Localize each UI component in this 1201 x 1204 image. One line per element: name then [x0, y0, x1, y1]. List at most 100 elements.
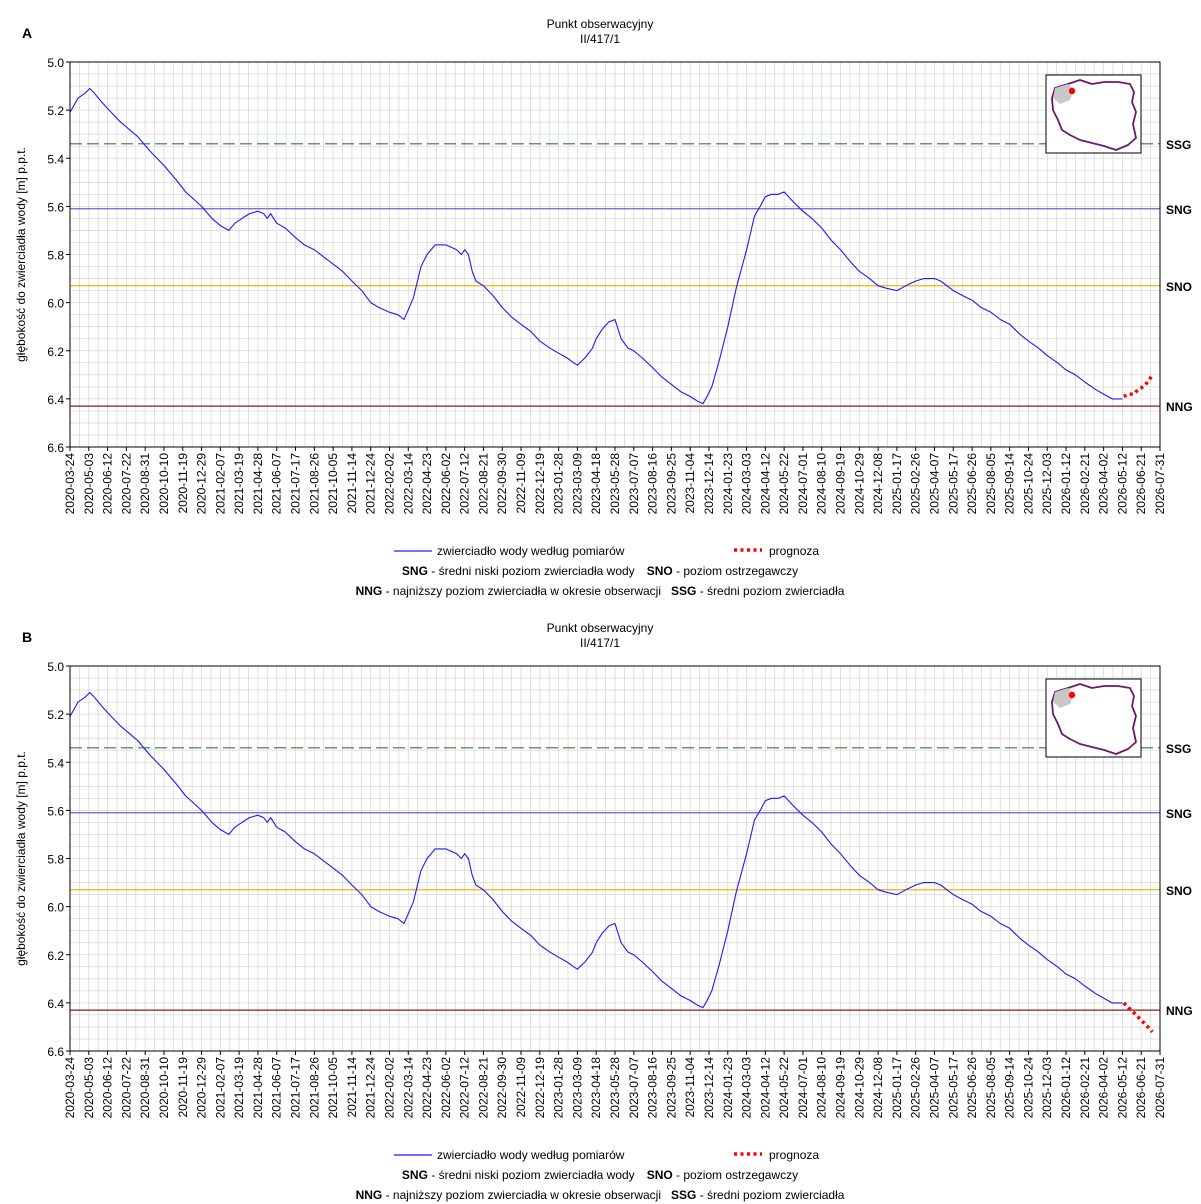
measured-water-level-line	[69, 691, 1123, 1009]
x-tick-label: 2025-08-05	[984, 1057, 998, 1119]
x-tick-label: 2022-07-12	[458, 453, 472, 515]
x-tick-label: 2026-06-21	[1134, 1057, 1148, 1119]
poland-border-outline	[1051, 79, 1137, 151]
x-tick-label: 2026-01-12	[1059, 1057, 1073, 1119]
reference-label-sno: SNO	[1166, 884, 1192, 898]
x-tick-label: 2024-05-22	[777, 453, 791, 515]
x-tick-label: 2022-11-09	[514, 1057, 528, 1118]
x-tick-label: 2023-11-04	[683, 453, 697, 514]
x-tick-label: 2024-08-10	[815, 1057, 829, 1119]
x-tick-label: 2025-12-03	[1040, 1057, 1054, 1119]
reference-label-nng: NNG	[1166, 1004, 1193, 1018]
y-tick-label: 5.6	[47, 200, 64, 214]
y-tick-label: 6.0	[47, 297, 64, 311]
x-tick-label: 2026-04-02	[1097, 1057, 1111, 1119]
legend-sng-desc: - średni niski poziom zwierciadła wody	[428, 1168, 635, 1182]
x-tick-label: 2021-08-26	[307, 453, 321, 515]
x-tick-label: 2024-01-23	[721, 453, 735, 515]
legend-measured-label: zwierciadło wody według pomiarów	[437, 1148, 625, 1162]
y-tick-label: 6.6	[47, 441, 64, 455]
x-tick-label: 2025-08-05	[984, 453, 998, 515]
reference-label-ssg: SSG	[1166, 138, 1191, 152]
legend-sng-key: SNG	[402, 564, 428, 578]
x-tick-label: 2020-06-12	[101, 453, 115, 515]
x-tick-label: 2020-05-03	[82, 453, 96, 515]
x-tick-label: 2022-08-21	[476, 1057, 490, 1119]
x-tick-label: 2025-01-17	[890, 1057, 904, 1119]
observation-point-marker	[1068, 691, 1076, 699]
x-tick-label: 2023-09-25	[664, 1057, 678, 1119]
x-tick-label: 2024-01-23	[721, 1057, 735, 1119]
x-tick-label: 2021-10-05	[326, 453, 340, 515]
x-tick-label: 2024-12-08	[871, 453, 885, 515]
y-axis-label: głębokość do zwierciadła wody [m] p.p.t.	[14, 751, 28, 966]
legend-ssg-desc: - średni poziom zwierciadła	[696, 1188, 844, 1202]
x-tick-label: 2026-05-12	[1115, 453, 1129, 515]
reference-label-sng: SNG	[1166, 203, 1192, 217]
x-tick-label: 2024-10-29	[852, 453, 866, 515]
x-tick-label: 2025-05-17	[946, 453, 960, 515]
x-tick-label: 2020-11-19	[176, 453, 190, 514]
legend-forecast-label: prognoza	[769, 1148, 819, 1162]
x-tick-label: 2023-03-09	[570, 1057, 584, 1119]
legend-sng-desc: - średni niski poziom zwierciadła wody	[428, 564, 635, 578]
chart-title: Punkt obserwacyjny	[547, 17, 654, 31]
watershed-region-fill	[1053, 84, 1074, 104]
x-tick-label: 2023-01-28	[552, 453, 566, 515]
x-tick-label: 2023-12-14	[702, 453, 716, 515]
x-tick-label: 2023-09-25	[664, 453, 678, 515]
x-tick-label: 2022-09-30	[495, 1057, 509, 1119]
poland-outline-map-icon	[1045, 74, 1142, 154]
x-tick-label: 2025-04-07	[927, 453, 941, 515]
y-tick-label: 5.2	[47, 104, 64, 118]
x-tick-label: 2022-11-09	[514, 453, 528, 514]
watershed-region-fill	[1053, 688, 1074, 708]
y-tick-label: 6.6	[47, 1045, 64, 1059]
y-tick-label: 5.0	[47, 660, 64, 674]
x-tick-label: 2024-07-01	[796, 453, 810, 515]
legend-line-nng-ssg: NNG - najniższy poziom zwierciadła w okr…	[356, 1188, 845, 1202]
legend-nng-desc: - najniższy poziom zwierciadła w okresie…	[382, 1188, 661, 1202]
x-tick-label: 2022-12-19	[533, 1057, 547, 1119]
x-tick-label: 2022-08-21	[476, 453, 490, 515]
x-tick-label: 2021-12-24	[364, 453, 378, 515]
x-tick-label: 2024-09-19	[834, 1057, 848, 1119]
x-tick-label: 2024-12-08	[871, 1057, 885, 1119]
legend-nng-key: NNG	[356, 584, 383, 598]
y-tick-label: 5.2	[47, 708, 64, 722]
measured-water-level-line	[69, 87, 1123, 405]
x-tick-label: 2025-02-26	[909, 453, 923, 515]
x-tick-label: 2020-05-03	[82, 1057, 96, 1119]
y-tick-label: 6.2	[47, 949, 64, 963]
x-tick-label: 2023-07-07	[627, 453, 641, 515]
legend-sno-desc: - poziom ostrzegawczy	[673, 1168, 798, 1182]
x-tick-label: 2022-04-23	[420, 453, 434, 515]
x-tick-label: 2020-03-24	[63, 1057, 77, 1119]
y-tick-label: 5.6	[47, 804, 64, 818]
x-tick-label: 2025-02-26	[909, 1057, 923, 1119]
x-tick-label: 2022-04-23	[420, 1057, 434, 1119]
x-tick-label: 2021-03-19	[232, 1057, 246, 1119]
x-tick-label: 2022-06-02	[439, 453, 453, 515]
legend-sng-key: SNG	[402, 1168, 428, 1182]
legend-measured-label: zwierciadło wody według pomiarów	[437, 544, 625, 558]
x-tick-label: 2021-12-24	[364, 1057, 378, 1119]
x-tick-label: 2026-01-12	[1059, 453, 1073, 515]
x-tick-label: 2024-03-03	[740, 1057, 754, 1119]
x-tick-label: 2023-12-14	[702, 1057, 716, 1119]
x-tick-label: 2026-02-21	[1078, 453, 1092, 515]
x-tick-label: 2023-01-28	[552, 1057, 566, 1119]
x-tick-label: 2020-10-10	[157, 1057, 171, 1119]
y-tick-label: 6.2	[47, 345, 64, 359]
x-tick-label: 2021-07-17	[289, 453, 303, 515]
x-tick-label: 2021-03-19	[232, 453, 246, 515]
legend-nng-desc: - najniższy poziom zwierciadła w okresie…	[382, 584, 661, 598]
x-tick-label: 2023-05-28	[608, 1057, 622, 1119]
x-tick-label: 2022-03-14	[401, 453, 415, 515]
poland-border-outline	[1051, 683, 1137, 755]
x-tick-label: 2021-04-28	[251, 1057, 265, 1119]
x-tick-label: 2025-09-14	[1003, 1057, 1017, 1119]
x-tick-label: 2021-02-07	[213, 453, 227, 515]
